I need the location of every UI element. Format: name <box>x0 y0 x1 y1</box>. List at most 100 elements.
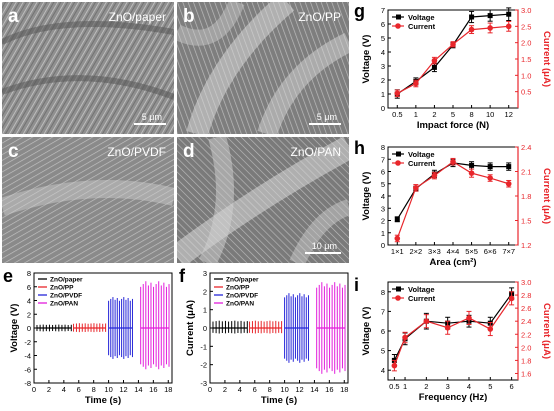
panel-label-g: g <box>354 1 365 21</box>
panel-label-a: a <box>8 6 19 27</box>
y2-tick-label: 0.5 <box>521 88 531 97</box>
y-tick-label: 6 <box>381 168 385 177</box>
y-tick-label: -1 <box>200 342 207 351</box>
legend-entry: Voltage <box>408 13 435 22</box>
legend-marker <box>396 286 401 292</box>
y-tick-label: 5 <box>381 180 385 189</box>
data-point-current <box>444 324 451 331</box>
y2-tick-label: 2.6 <box>521 304 531 313</box>
y-tick-label: 4 <box>381 366 385 375</box>
series-line-current <box>393 297 513 366</box>
data-point-current <box>431 172 438 179</box>
x-tick-label: 4 <box>467 382 471 391</box>
x-tick-label: 8 <box>92 385 96 394</box>
x-tick-label: 0.5 <box>392 110 402 119</box>
sem-texture-b <box>177 2 349 134</box>
x-tick-label: 1 <box>403 382 407 391</box>
y-tick-label: 6 <box>381 327 385 336</box>
legend-marker <box>396 14 401 20</box>
legend-entry: ZnO/PVDF <box>226 293 258 300</box>
data-point-voltage <box>469 162 475 168</box>
chart-panel-e: e -8 -6 -4 -2 0 2 4 6 8 0 2 4 6 8 10 12 14 16 18 Time (s) Vol… <box>3 266 173 406</box>
y2-tick-label: 3.0 <box>521 6 531 15</box>
data-point-voltage <box>431 64 437 70</box>
x-tick-label: 4 <box>62 385 66 394</box>
x-axis-label: Time (s) <box>85 395 121 406</box>
x-tick-label: 18 <box>164 385 172 394</box>
y2-tick-label: 1.8 <box>521 356 531 365</box>
data-point-current <box>431 57 438 64</box>
x-tick-label: 4 <box>238 385 242 394</box>
scale-text-b: 5 μm <box>316 112 337 122</box>
x-tick-label: 6 <box>510 382 514 391</box>
y-axis-label: Current (μA) <box>185 300 196 356</box>
legend-entry: ZnO/PP <box>226 285 250 292</box>
y2-tick-label: 1.6 <box>521 369 531 378</box>
data-point-current <box>487 25 493 31</box>
scale-bar-d <box>305 252 341 254</box>
y-tick-label: 1 <box>203 306 207 315</box>
data-point-current <box>487 175 493 181</box>
x-tick-label: 10 <box>280 385 288 394</box>
legend-entry: Voltage <box>408 150 435 159</box>
data-point-current <box>468 26 475 33</box>
y2-axis-label: Current (μA) <box>541 168 552 224</box>
legend-marker <box>395 160 401 166</box>
y-tick-label: 0 <box>203 324 207 333</box>
material-label-a: ZnO/paper <box>108 10 166 24</box>
y-tick-label: -2 <box>24 338 31 347</box>
x-tick-label: 0 <box>32 385 36 394</box>
x-tick-label: 14 <box>310 385 318 394</box>
material-label-b: ZnO/PP <box>298 10 341 24</box>
data-point-current <box>508 295 515 302</box>
y-axis-label: Voltage (V) <box>361 35 372 84</box>
x-tick-label: 18 <box>340 385 348 394</box>
y-tick-label: -8 <box>24 379 31 388</box>
y-tick-label: 5 <box>381 347 385 356</box>
x-tick-label: 6×6 <box>484 247 497 256</box>
y-tick-label: 0 <box>381 241 385 250</box>
legend-entry: ZnO/PAN <box>50 301 78 308</box>
y2-tick-label: 2.4 <box>521 317 531 326</box>
x-tick-label: 8 <box>469 110 473 119</box>
y2-tick-label: 2.8 <box>521 291 531 300</box>
x-tick-label: 16 <box>149 385 157 394</box>
x-tick-label: 6 <box>77 385 81 394</box>
sem-texture-a <box>2 2 174 134</box>
y-tick-label: -4 <box>24 352 31 361</box>
data-point-voltage <box>469 14 475 20</box>
y-tick-label: 4 <box>27 297 31 306</box>
x-tick-label: 5 <box>451 110 455 119</box>
data-point-voltage <box>394 216 400 222</box>
data-point-current <box>450 158 456 165</box>
y2-tick-label: 1.2 <box>521 241 531 250</box>
sem-panel-a: a ZnO/paper 5 μm <box>2 2 174 134</box>
panel-label-b: b <box>183 6 195 27</box>
data-point-current <box>487 326 494 332</box>
scale-bar-a <box>134 123 166 125</box>
data-point-current <box>466 315 472 321</box>
x-axis-label: Time (s) <box>261 395 297 406</box>
x-tick-label: 2 <box>223 385 227 394</box>
y2-tick-label: 2.4 <box>521 143 531 152</box>
sem-texture-c <box>2 137 174 263</box>
legend-entry: Current <box>408 159 436 168</box>
y-axis-label: Voltage (V) <box>9 304 20 353</box>
legend-entry: ZnO/PP <box>50 285 74 292</box>
y-tick-label: 5 <box>381 34 385 43</box>
x-tick-label: 0.5 <box>389 382 399 391</box>
x-tick-label: 2 <box>424 382 428 391</box>
scale-text-a: 5 μm <box>141 112 162 122</box>
x-tick-label: 14 <box>134 385 142 394</box>
y-axis-label: Voltage (V) <box>361 172 372 221</box>
scale-text-d: 10 μm <box>311 241 337 251</box>
y-tick-label: 3 <box>203 269 207 278</box>
x-tick-label: 0 <box>208 385 212 394</box>
sem-panel-b: b ZnO/PP 5 μm <box>177 2 349 134</box>
data-point-voltage <box>487 164 493 170</box>
y-tick-label: 1 <box>381 90 385 99</box>
y-tick-label: 6 <box>27 283 31 292</box>
legend-entry: Current <box>408 22 436 31</box>
x-tick-label: 5 <box>488 382 492 391</box>
